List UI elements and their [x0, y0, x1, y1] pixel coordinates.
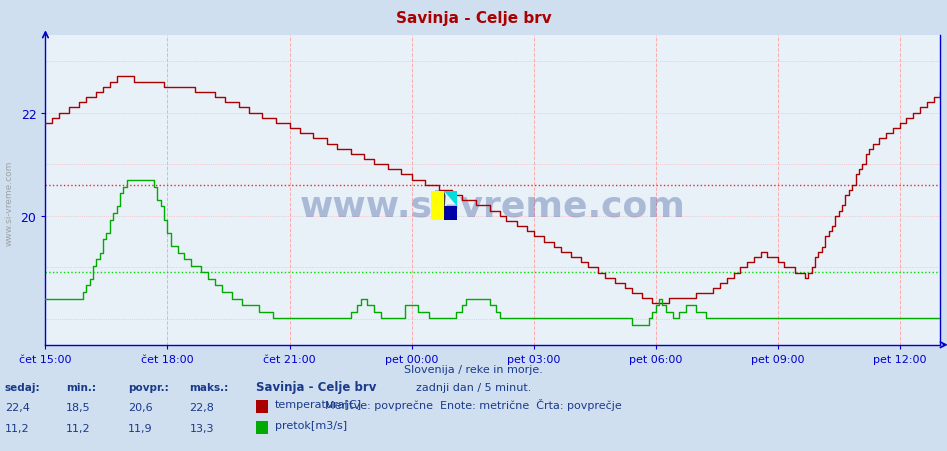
- Text: pretok[m3/s]: pretok[m3/s]: [275, 420, 347, 430]
- Polygon shape: [444, 192, 445, 221]
- Text: sedaj:: sedaj:: [5, 382, 41, 392]
- Text: Slovenija / reke in morje.: Slovenija / reke in morje.: [404, 364, 543, 374]
- Text: maks.:: maks.:: [189, 382, 228, 392]
- Bar: [431, 192, 444, 221]
- Text: temperatura[C]: temperatura[C]: [275, 399, 362, 409]
- Text: zadnji dan / 5 minut.: zadnji dan / 5 minut.: [416, 382, 531, 392]
- Text: povpr.:: povpr.:: [128, 382, 169, 392]
- Text: 18,5: 18,5: [66, 402, 91, 412]
- Text: 11,2: 11,2: [5, 423, 29, 433]
- Text: min.:: min.:: [66, 382, 97, 392]
- Text: 13,3: 13,3: [189, 423, 214, 433]
- Text: 22,4: 22,4: [5, 402, 29, 412]
- Text: www.si-vreme.com: www.si-vreme.com: [5, 161, 14, 245]
- Text: www.si-vreme.com: www.si-vreme.com: [300, 189, 686, 223]
- Text: 11,2: 11,2: [66, 423, 91, 433]
- Text: 11,9: 11,9: [128, 423, 152, 433]
- Text: 20,6: 20,6: [128, 402, 152, 412]
- Text: Savinja - Celje brv: Savinja - Celje brv: [256, 380, 376, 393]
- Polygon shape: [444, 207, 457, 221]
- Text: Savinja - Celje brv: Savinja - Celje brv: [396, 11, 551, 26]
- Text: Meritve: povprečne  Enote: metrične  Črta: povprečje: Meritve: povprečne Enote: metrične Črta:…: [325, 398, 622, 410]
- Polygon shape: [444, 192, 457, 207]
- Text: 22,8: 22,8: [189, 402, 214, 412]
